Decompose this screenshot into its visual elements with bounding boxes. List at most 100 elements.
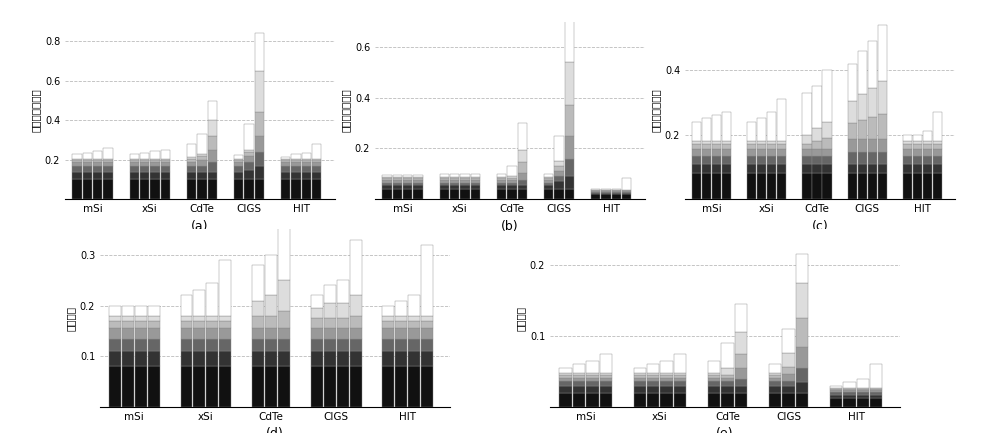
Bar xyxy=(93,160,102,162)
Y-axis label: 短路电流: 短路电流 xyxy=(66,306,76,331)
Bar xyxy=(518,162,527,172)
Bar xyxy=(923,131,932,141)
Bar xyxy=(109,366,121,407)
Bar xyxy=(600,381,612,386)
Bar xyxy=(870,388,882,390)
Bar xyxy=(181,295,192,316)
Bar xyxy=(382,306,394,316)
Bar xyxy=(72,154,82,159)
Bar xyxy=(193,328,205,339)
Bar xyxy=(497,189,506,199)
Bar xyxy=(219,351,231,366)
Bar xyxy=(206,283,218,316)
Bar xyxy=(244,179,254,199)
Bar xyxy=(830,398,842,407)
Bar xyxy=(312,159,321,160)
Bar xyxy=(440,177,449,178)
Y-axis label: 最大功率点电压: 最大功率点电压 xyxy=(341,88,351,132)
Bar xyxy=(721,381,734,386)
Bar xyxy=(382,351,394,366)
Bar xyxy=(933,164,942,173)
Bar xyxy=(767,141,776,144)
Bar xyxy=(255,152,264,166)
Bar xyxy=(565,189,574,199)
Bar xyxy=(265,366,277,407)
Bar xyxy=(255,136,264,152)
Bar xyxy=(647,373,659,375)
Bar xyxy=(103,166,113,171)
Bar xyxy=(747,122,756,141)
Bar xyxy=(647,375,659,378)
Bar xyxy=(612,193,621,194)
Bar xyxy=(674,375,686,378)
Bar xyxy=(471,178,480,180)
Bar xyxy=(252,366,264,407)
Bar xyxy=(382,177,392,178)
Bar xyxy=(708,378,720,381)
Bar xyxy=(848,101,857,123)
Bar xyxy=(471,180,480,183)
Bar xyxy=(796,318,808,347)
Bar xyxy=(72,179,82,199)
Bar xyxy=(903,141,912,144)
Bar xyxy=(324,285,336,303)
Bar xyxy=(692,173,701,199)
Bar xyxy=(870,392,882,395)
Bar xyxy=(601,189,611,190)
Bar xyxy=(812,164,822,173)
Bar xyxy=(161,160,170,162)
Bar xyxy=(573,381,585,386)
Bar xyxy=(612,194,621,199)
Bar xyxy=(497,174,506,177)
Bar xyxy=(554,189,564,199)
Bar xyxy=(421,351,433,366)
Bar xyxy=(612,192,621,193)
Bar xyxy=(122,306,134,316)
Bar xyxy=(150,151,160,159)
Bar xyxy=(802,155,812,164)
Bar xyxy=(601,192,611,193)
Bar xyxy=(848,164,857,173)
Bar xyxy=(219,260,231,316)
Bar xyxy=(181,328,192,339)
Bar xyxy=(93,179,102,199)
Bar xyxy=(721,378,734,381)
Bar xyxy=(782,375,795,381)
Bar xyxy=(187,159,196,162)
Bar xyxy=(559,368,572,373)
Bar xyxy=(206,351,218,366)
Bar xyxy=(822,70,832,122)
Bar xyxy=(197,134,207,154)
Bar xyxy=(150,160,160,162)
Bar xyxy=(382,185,392,189)
Bar xyxy=(382,183,392,185)
Bar xyxy=(109,328,121,339)
Bar xyxy=(878,164,887,173)
Bar xyxy=(769,393,781,407)
Bar xyxy=(278,351,290,366)
Bar xyxy=(72,162,82,166)
Bar xyxy=(782,329,795,353)
Bar xyxy=(878,25,887,81)
Bar xyxy=(870,398,882,407)
Bar xyxy=(843,398,856,407)
Bar xyxy=(913,173,922,199)
Bar xyxy=(197,179,207,199)
Bar xyxy=(471,189,480,199)
Bar xyxy=(735,333,747,354)
Bar xyxy=(208,179,217,199)
X-axis label: (b): (b) xyxy=(501,220,519,233)
Bar xyxy=(868,164,877,173)
Bar xyxy=(382,316,394,321)
Bar xyxy=(460,177,470,178)
Bar xyxy=(83,159,92,160)
Bar xyxy=(450,185,459,189)
Bar xyxy=(802,149,812,155)
Bar xyxy=(702,164,711,173)
Bar xyxy=(393,183,402,185)
Bar xyxy=(843,382,856,388)
Bar xyxy=(161,162,170,166)
Bar xyxy=(708,375,720,378)
Bar xyxy=(544,180,553,183)
Bar xyxy=(769,378,781,381)
